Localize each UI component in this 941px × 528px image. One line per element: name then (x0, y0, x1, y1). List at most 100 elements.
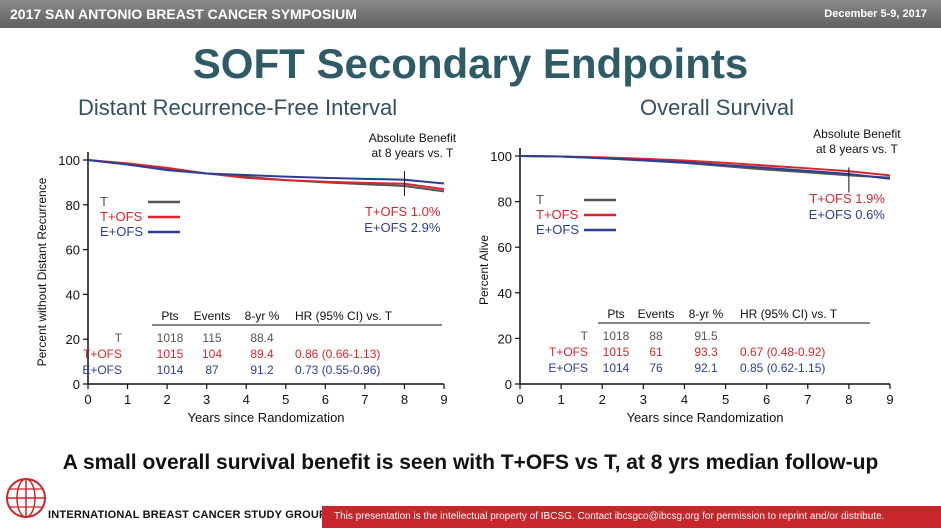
x-tick-label: 6 (322, 392, 329, 407)
y-tick-label: 0 (73, 377, 80, 392)
annotation-line-1: Absolute Benefit (813, 127, 901, 141)
legend-label: T (536, 192, 544, 207)
table-pts: 1018 (603, 329, 630, 343)
table-events: 61 (649, 345, 663, 359)
x-tick-label: 9 (440, 392, 447, 407)
os-chart: 0 20 40 60 80 100 0 1 2 3 4 5 6 7 8 9 Years since Random… (477, 127, 901, 425)
benefit-label: E+OFS 0.6% (809, 207, 886, 222)
benefit-label: E+OFS 2.9% (364, 220, 441, 235)
y-tick-label: 40 (498, 286, 512, 301)
table-hr: 0.73 (0.55-0.96) (295, 363, 380, 377)
x-tick-label: 0 (84, 392, 91, 407)
table-pts: 1014 (157, 363, 184, 377)
symposium-title: 2017 SAN ANTONIO BREAST CANCER SYMPOSIUM (10, 6, 357, 22)
table-header: Events (194, 309, 231, 323)
table-header: 8-yr % (689, 307, 724, 321)
x-tick-label: 5 (282, 392, 289, 407)
table-arm: T (115, 331, 123, 345)
slide-title: SOFT Secondary Endpoints (192, 40, 749, 87)
y-axis-label: Percent without Distant Recurrence (35, 177, 49, 366)
x-tick-label: 2 (163, 392, 170, 407)
x-tick-label: 5 (722, 392, 729, 407)
y-tick-label: 40 (66, 287, 80, 302)
table-header: Events (638, 307, 675, 321)
table-events: 88 (649, 329, 663, 343)
y-axis-label: Percent Alive (477, 235, 491, 305)
y-tick-label: 60 (66, 243, 80, 258)
x-tick-label: 4 (243, 392, 250, 407)
x-tick-label: 8 (845, 392, 852, 407)
ibcsg-logo-icon (6, 478, 46, 518)
series-line-t (519, 155, 891, 179)
legend-label: E+OFS (536, 222, 579, 237)
header-bar: 2017 SAN ANTONIO BREAST CANCER SYMPOSIUM… (0, 0, 941, 28)
copyright-notice: This presentation is the intellectual pr… (322, 506, 941, 528)
table-pts: 1015 (157, 347, 184, 361)
table-header: HR (95% CI) vs. T (295, 309, 393, 323)
annotation-line-2: at 8 years vs. T (816, 142, 898, 156)
table-8yr: 88.4 (250, 331, 274, 345)
y-tick-label: 100 (490, 149, 512, 164)
table-arm: T+OFS (549, 345, 588, 359)
org-name: INTERNATIONAL BREAST CANCER STUDY GROUP (48, 509, 327, 521)
annotation-line-1: Absolute Benefit (369, 131, 457, 145)
x-tick-label: 2 (599, 392, 606, 407)
table-header: HR (95% CI) vs. T (740, 307, 838, 321)
legend-label: T+OFS (100, 209, 143, 224)
benefit-label: T+OFS 1.0% (365, 204, 441, 219)
table-hr: 0.86 (0.66-1.13) (295, 347, 380, 361)
y-tick-label: 20 (66, 332, 80, 347)
table-pts: 1014 (603, 361, 630, 375)
table-hr: 0.67 (0.48-0.92) (740, 345, 825, 359)
y-tick-label: 60 (498, 240, 512, 255)
benefit-label: T+OFS 1.9% (809, 191, 885, 206)
drfi-chart: 0 20 40 60 80 100 0 1 2 3 4 5 6 7 8 9 Years since Random… (35, 131, 457, 425)
x-tick-label: 9 (886, 392, 893, 407)
table-hr: 0.85 (0.62-1.15) (740, 361, 825, 375)
legend-label: T (100, 194, 108, 209)
y-tick-label: 80 (498, 195, 512, 210)
series-line-e-ofs (87, 159, 445, 185)
x-tick-label: 8 (401, 392, 408, 407)
table-8yr: 91.5 (694, 329, 718, 343)
x-tick-label: 4 (681, 392, 688, 407)
x-axis-label: Years since Randomization (187, 410, 344, 425)
table-arm: T (581, 329, 589, 343)
table-8yr: 92.1 (694, 361, 718, 375)
table-pts: 1015 (603, 345, 630, 359)
conclusion-caption: A small overall survival benefit is seen… (62, 451, 879, 474)
x-tick-label: 3 (640, 392, 647, 407)
y-tick-label: 100 (58, 153, 80, 168)
series-line-t-ofs (87, 159, 445, 191)
left-chart-subtitle: Distant Recurrence-Free Interval (78, 95, 398, 120)
y-tick-label: 0 (505, 377, 512, 392)
legend-label: E+OFS (100, 224, 143, 239)
legend-label: T+OFS (536, 207, 579, 222)
x-tick-label: 1 (557, 392, 564, 407)
symposium-dates: December 5-9, 2017 (824, 8, 927, 20)
x-tick-label: 7 (804, 392, 811, 407)
x-tick-label: 0 (516, 392, 523, 407)
table-events: 87 (205, 363, 219, 377)
table-8yr: 91.2 (250, 363, 274, 377)
table-arm: T+OFS (83, 347, 122, 361)
right-chart-subtitle: Overall Survival (640, 95, 795, 120)
y-tick-label: 80 (66, 198, 80, 213)
series-line-e-ofs (519, 155, 891, 180)
table-header: Pts (161, 309, 178, 323)
annotation-line-2: at 8 years vs. T (372, 146, 454, 160)
table-events: 104 (202, 347, 222, 361)
x-tick-label: 6 (763, 392, 770, 407)
table-8yr: 93.3 (694, 345, 718, 359)
table-pts: 1018 (157, 331, 184, 345)
table-8yr: 89.4 (250, 347, 274, 361)
table-header: Pts (607, 307, 624, 321)
x-tick-label: 3 (203, 392, 210, 407)
table-header: 8-yr % (245, 309, 280, 323)
y-tick-label: 20 (498, 331, 512, 346)
table-events: 76 (649, 361, 663, 375)
table-arm: E+OFS (548, 361, 588, 375)
table-arm: E+OFS (82, 363, 122, 377)
table-events: 115 (202, 331, 221, 345)
